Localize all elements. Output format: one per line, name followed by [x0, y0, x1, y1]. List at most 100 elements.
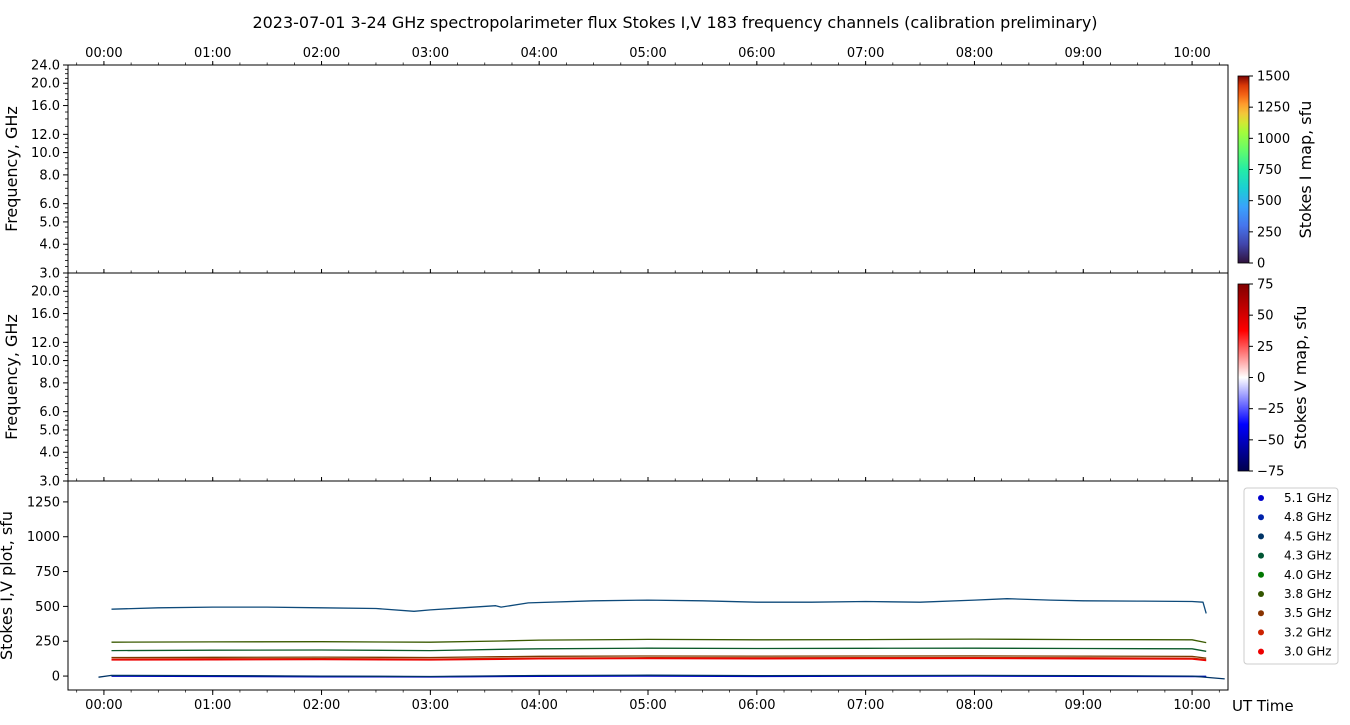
y-tick-label: 3.0 [39, 267, 60, 282]
legend-marker-7 [1258, 629, 1264, 636]
x-tick-label: 10:00 [1173, 698, 1210, 713]
legend-marker-5 [1258, 591, 1264, 597]
y-axis-label: Stokes I,V plot, sfu [0, 511, 16, 660]
x-top-tick-label: 01:00 [194, 46, 231, 61]
stokes-v-map-panel: 3.0 4.0 5.0 6.0 8.0 10.0 12.0 16.0 20.0 Frequency… [2, 272, 1229, 490]
legend-marker-1 [1258, 514, 1264, 521]
x-tick-label: 01:00 [194, 698, 231, 713]
legend-label-6: 3.5 GHz [1284, 606, 1332, 620]
x-top-tick-label: 09:00 [1065, 46, 1102, 61]
series-line-4 [111, 656, 1207, 661]
legend-marker-4 [1258, 571, 1264, 578]
stokes-i-colorbar: 0 250 500 750 1000 1250 1500 Stokes I map, sfu [1237, 70, 1315, 272]
legend-label-8: 3.0 GHz [1284, 645, 1332, 659]
x-tick-label: 05:00 [629, 698, 666, 713]
colorbar-tick-label: 75 [1257, 278, 1274, 293]
series-line-0 [111, 598, 1207, 614]
legend-marker-0 [1258, 495, 1264, 501]
y-tick-label: 3.0 [39, 475, 60, 490]
figure-title: 2023-07-01 3-24 GHz spectropolarimeter f… [252, 13, 1097, 32]
y-tick-label: 6.0 [39, 197, 60, 212]
y-tick-label: 1250 [27, 495, 60, 510]
colorbar-label: Stokes V map, sfu [1291, 305, 1310, 449]
x-tick-label: 04:00 [520, 698, 557, 713]
colorbar-tick-label: 1500 [1257, 70, 1290, 85]
legend-label-4: 4.0 GHz [1284, 568, 1332, 582]
legend-label-7: 3.2 GHz [1284, 625, 1332, 639]
colorbar-tick-label: 0 [1257, 257, 1265, 272]
y-tick-label: 1000 [27, 530, 60, 545]
legend-marker-2 [1258, 533, 1264, 540]
colorbar-gradient [1237, 75, 1250, 264]
y-tick-label: 4.0 [39, 446, 60, 461]
legend-marker-8 [1258, 648, 1264, 655]
x-top-tick-label: 05:00 [629, 46, 666, 61]
legend-label-2: 4.5 GHz [1284, 529, 1332, 543]
plot-frame [67, 480, 1229, 691]
x-tick-label: 08:00 [956, 698, 993, 713]
series-line-3 [111, 655, 1207, 659]
y-tick-label: 750 [35, 565, 60, 580]
x-tick-label: 09:00 [1065, 698, 1102, 713]
y-tick-label: 8.0 [39, 168, 60, 183]
y-tick-label: 500 [35, 600, 60, 615]
y-tick-label: 10.0 [31, 354, 60, 369]
colorbar-tick-label: 25 [1257, 340, 1274, 355]
x-tick-label: 07:00 [847, 698, 884, 713]
legend-label-0: 5.1 GHz [1284, 491, 1332, 505]
legend-label-3: 4.3 GHz [1284, 549, 1332, 563]
y-axis-label: Frequency, GHz [2, 106, 21, 232]
colorbar-tick-label: −75 [1257, 465, 1284, 480]
colorbar-tick-label: 500 [1257, 194, 1282, 209]
y-tick-label: 16.0 [31, 307, 60, 322]
colorbar-tick-label: 1250 [1257, 101, 1290, 116]
y-tick-label: 20.0 [31, 285, 60, 300]
series-line-2 [111, 647, 1207, 652]
colorbar-tick-label: 1000 [1257, 132, 1290, 147]
series-line-5 [111, 657, 1207, 662]
x-top-tick-label: 02:00 [303, 46, 340, 61]
colorbar-tick-label: 50 [1257, 309, 1274, 324]
x-top-tick-label: 04:00 [520, 46, 557, 61]
colorbar-tick-label: 250 [1257, 225, 1282, 240]
x-top-tick-label: 08:00 [956, 46, 993, 61]
colorbar-tick-label: −50 [1257, 433, 1284, 448]
legend-label-5: 3.8 GHz [1284, 587, 1332, 601]
colorbar-tick-label: −25 [1257, 402, 1284, 417]
y-tick-label: 12.0 [31, 336, 60, 351]
stokes-iv-plot-panel: 0 250 500 750 1000 1250 Stokes I,V plot, sfu 00… [0, 480, 1229, 713]
y-tick-label: 24.0 [31, 59, 60, 74]
x-top-tick-label: 03:00 [412, 46, 449, 61]
series-line-8 [98, 674, 1225, 680]
x-tick-label: 03:00 [412, 698, 449, 713]
legend-box [1243, 487, 1339, 665]
frequency-legend: 5.1 GHz 4.8 GHz 4.5 GHz 4.3 GHz 4.0 GHz 3.8 G… [1243, 487, 1339, 665]
x-tick-label: 00:00 [85, 698, 122, 713]
y-tick-label: 5.0 [39, 423, 60, 438]
stokes-i-map-panel: 3.0 4.0 5.0 6.0 8.0 10.0 12.0 16.0 20.0 24.0 Frequ… [2, 46, 1229, 282]
y-tick-label: 20.0 [31, 77, 60, 92]
legend-label-1: 4.8 GHz [1284, 510, 1332, 524]
y-tick-label: 12.0 [31, 128, 60, 143]
y-tick-label: 0 [52, 670, 60, 685]
x-top-tick-label: 06:00 [738, 46, 775, 61]
y-tick-label: 10.0 [31, 146, 60, 161]
y-tick-label: 250 [35, 635, 60, 650]
y-tick-label: 6.0 [39, 405, 60, 420]
y-tick-label: 8.0 [39, 376, 60, 391]
legend-marker-6 [1258, 610, 1264, 617]
series-lines [98, 598, 1225, 680]
x-top-tick-label: 00:00 [85, 46, 122, 61]
plot-frame [67, 272, 1229, 482]
y-axis-label: Frequency, GHz [2, 314, 21, 440]
x-top-tick-label: 10:00 [1173, 46, 1210, 61]
colorbar-gradient [1237, 283, 1250, 472]
colorbar-tick-label: 750 [1257, 163, 1282, 178]
y-tick-label: 16.0 [31, 99, 60, 114]
plot-frame [67, 64, 1229, 274]
y-tick-label: 4.0 [39, 238, 60, 253]
x-tick-label: 02:00 [303, 698, 340, 713]
y-tick-label: 5.0 [39, 215, 60, 230]
colorbar-label: Stokes I map, sfu [1296, 101, 1315, 239]
